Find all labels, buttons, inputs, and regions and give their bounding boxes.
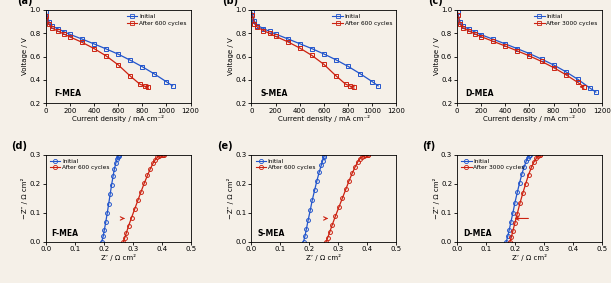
Text: (a): (a) (17, 0, 32, 6)
Legend: Initial, After 600 cycles: Initial, After 600 cycles (331, 13, 393, 27)
Y-axis label: −Z″ / Ω cm²: −Z″ / Ω cm² (433, 177, 439, 219)
Y-axis label: Voltage / V: Voltage / V (23, 38, 28, 75)
Text: D-MEA: D-MEA (466, 89, 494, 98)
X-axis label: Z’ / Ω cm²: Z’ / Ω cm² (512, 254, 547, 261)
X-axis label: Z’ / Ω cm²: Z’ / Ω cm² (101, 254, 136, 261)
Text: F-MEA: F-MEA (54, 89, 81, 98)
Legend: Initial, After 600 cycles: Initial, After 600 cycles (254, 158, 316, 171)
Y-axis label: −Z″ / Ω cm²: −Z″ / Ω cm² (227, 177, 234, 219)
Text: S-MEA: S-MEA (260, 89, 288, 98)
Legend: Initial, After 3000 cycles: Initial, After 3000 cycles (460, 158, 526, 171)
X-axis label: Current density / mA cm⁻²: Current density / mA cm⁻² (483, 115, 576, 122)
Text: (d): (d) (11, 141, 27, 151)
Y-axis label: −Z″ / Ω cm²: −Z″ / Ω cm² (21, 177, 28, 219)
Legend: Initial, After 3000 cycles: Initial, After 3000 cycles (533, 13, 599, 27)
Legend: Initial, After 600 cycles: Initial, After 600 cycles (126, 13, 188, 27)
Text: F-MEA: F-MEA (51, 229, 79, 238)
Text: (c): (c) (428, 0, 443, 6)
Text: S-MEA: S-MEA (257, 229, 285, 238)
Text: (b): (b) (222, 0, 239, 6)
X-axis label: Current density / mA cm⁻²: Current density / mA cm⁻² (72, 115, 164, 122)
X-axis label: Z’ / Ω cm²: Z’ / Ω cm² (306, 254, 342, 261)
Y-axis label: Voltage / V: Voltage / V (228, 38, 234, 75)
X-axis label: Current density / mA cm⁻²: Current density / mA cm⁻² (278, 115, 370, 122)
Text: D-MEA: D-MEA (463, 229, 491, 238)
Y-axis label: Voltage / V: Voltage / V (434, 38, 439, 75)
Legend: Initial, After 600 cycles: Initial, After 600 cycles (49, 158, 111, 171)
Text: (f): (f) (422, 141, 436, 151)
Text: (e): (e) (217, 141, 232, 151)
